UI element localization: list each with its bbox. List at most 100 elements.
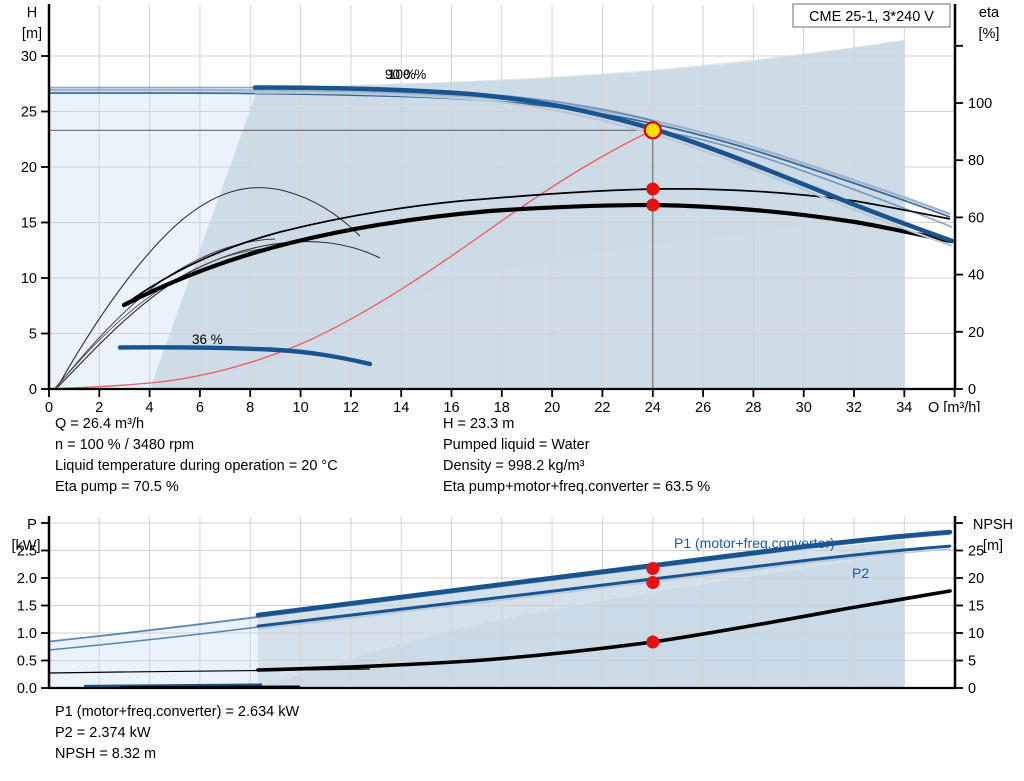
- eta-min-speed-curve-aux2: [54, 248, 263, 389]
- y-axis-left-name-bottom: P: [27, 517, 37, 533]
- y-axis-left-name-top: H: [27, 5, 37, 21]
- curve-label-90pct: 90 %: [385, 67, 416, 82]
- power-band-mid-curve: [258, 554, 904, 688]
- svg-text:8: 8: [246, 400, 254, 412]
- head-chart-svg: 0 5 10 15 20 25 30 0 20 40: [21, 3, 1000, 412]
- power-npsh-chart: 0.0 0.5 1.0 1.5 2.0 2.5 0 5 10 15: [0, 512, 1024, 702]
- horizontal-gridlines-top: [49, 55, 955, 334]
- svg-text:32: 32: [846, 400, 862, 412]
- system-curve: [49, 129, 654, 389]
- curve-label-36pct: 36 %: [192, 332, 223, 347]
- marker-npsh-duty: [646, 635, 660, 649]
- y-ticklabels-right-top: 0 20 40 60 80 100: [968, 96, 992, 398]
- info-density: Density = 998.2 kg/m³: [443, 458, 585, 474]
- svg-text:18: 18: [494, 400, 510, 412]
- y-ticklabels-left-top: 0 5 10 15 20 25 30: [21, 49, 37, 398]
- model-title-label: CME 25-1, 3*240 V: [809, 9, 934, 25]
- p2-curve-highlight: [257, 548, 951, 630]
- svg-text:0: 0: [968, 681, 976, 697]
- y-axis-left-unit-bottom: [kW]: [12, 538, 41, 554]
- operating-data-top: Q = 26.4 m³/h n = 100 % / 3480 rpm Liqui…: [0, 414, 1024, 506]
- svg-text:4: 4: [146, 400, 154, 412]
- curve-label-100pct: 100 %: [388, 67, 426, 82]
- svg-text:12: 12: [343, 400, 359, 412]
- y-axis-right-name-bottom: NPSH: [973, 517, 1013, 533]
- svg-text:5: 5: [29, 327, 37, 343]
- npsh-min-speed-curve: [83, 683, 263, 689]
- info-pumped-liquid: Pumped liquid = Water: [443, 437, 590, 453]
- svg-text:26: 26: [695, 400, 711, 412]
- info-eta-overall: Eta pump+motor+freq.converter = 63.5 %: [443, 479, 711, 495]
- head-curve-90-shadow: [49, 88, 951, 216]
- svg-text:15: 15: [968, 599, 984, 615]
- svg-text:30: 30: [21, 49, 37, 65]
- eta-min-speed-curve-pump: [57, 187, 361, 387]
- svg-text:20: 20: [968, 325, 984, 341]
- svg-text:0: 0: [968, 382, 976, 398]
- power-chart-svg: 0.0 0.5 1.0 1.5 2.0 2.5 0 5 10 15: [12, 516, 1013, 698]
- info-eta-pump: Eta pump = 70.5 %: [55, 479, 179, 495]
- svg-text:2: 2: [95, 400, 103, 412]
- svg-text:0.0: 0.0: [17, 681, 37, 697]
- svg-text:16: 16: [443, 400, 459, 412]
- svg-text:14: 14: [393, 400, 409, 412]
- p1-curve: [255, 529, 953, 618]
- svg-text:6: 6: [196, 400, 204, 412]
- info-liquid-temperature: Liquid temperature during operation = 20…: [55, 458, 338, 474]
- head-efficiency-chart: 0 5 10 15 20 25 30 0 20 40: [21, 3, 1000, 412]
- svg-text:100: 100: [968, 96, 992, 112]
- svg-text:0: 0: [29, 382, 37, 398]
- svg-text:5: 5: [968, 654, 976, 670]
- svg-text:10: 10: [968, 626, 984, 642]
- svg-text:1.5: 1.5: [17, 599, 37, 615]
- svg-text:10: 10: [293, 400, 309, 412]
- y-ticks-left-bottom: [41, 522, 49, 689]
- duty-point-marker[interactable]: [643, 121, 662, 140]
- horizontal-gridlines-bottom: [49, 522, 955, 661]
- head-curve-36: [117, 345, 373, 367]
- operating-data-top-left: Q = 26.4 m³/h n = 100 % / 3480 rpm Liqui…: [55, 414, 338, 498]
- marker-p2-duty: [646, 576, 660, 589]
- y-ticklabels-right-bottom: 0 5 10 15 20 25: [968, 544, 984, 698]
- svg-text:60: 60: [968, 210, 984, 226]
- y-axis-right-unit-top: [%]: [979, 26, 1000, 42]
- series-label-p1: P1 (motor+freq.converter): [674, 535, 835, 551]
- info-speed: n = 100 % / 3480 rpm: [55, 437, 195, 453]
- info-p1: P1 (motor+freq.converter) = 2.634 kW: [55, 704, 300, 720]
- x-axis-label-top: Q [m³/h]: [928, 400, 980, 412]
- y-axis-right-name-top: eta: [979, 5, 1000, 21]
- marker-eta-overall: [646, 198, 660, 212]
- svg-text:20: 20: [968, 571, 984, 587]
- marker-p1-duty: [646, 562, 660, 575]
- y-ticks-left-top: [41, 55, 49, 390]
- svg-text:22: 22: [594, 400, 610, 412]
- info-npsh: NPSH = 8.32 m: [55, 746, 157, 762]
- marker-eta-pump: [646, 182, 660, 196]
- svg-text:25: 25: [21, 105, 37, 121]
- svg-text:25: 25: [968, 544, 984, 560]
- p2-curve: [256, 544, 952, 628]
- svg-text:2.5: 2.5: [17, 544, 37, 560]
- p-min-speed-curve: [49, 668, 371, 674]
- info-p2: P2 = 2.374 kW: [55, 725, 151, 741]
- operating-data-bottom-left: P1 (motor+freq.converter) = 2.634 kW P2 …: [55, 702, 299, 765]
- model-title-box: [792, 3, 951, 28]
- svg-text:0: 0: [45, 400, 53, 412]
- eta-min-speed-curve-overall: [57, 241, 381, 388]
- svg-text:28: 28: [745, 400, 761, 412]
- vertical-gridlines-bottom: [98, 517, 905, 688]
- y-ticklabels-left-bottom: 0.0 0.5 1.0 1.5 2.0 2.5: [17, 544, 37, 698]
- info-h: H = 23.3 m: [443, 416, 515, 432]
- svg-text:15: 15: [21, 216, 37, 232]
- svg-text:24: 24: [645, 400, 661, 412]
- eta-overall-curve: [121, 202, 953, 308]
- svg-text:1.0: 1.0: [17, 626, 37, 642]
- svg-text:30: 30: [796, 400, 812, 412]
- svg-text:2.0: 2.0: [17, 571, 37, 587]
- series-label-p2: P2: [852, 565, 869, 581]
- y-axis-right-unit-bottom: [m]: [983, 538, 1003, 554]
- vertical-gridlines-top: [98, 5, 905, 389]
- operating-data-bottom: P1 (motor+freq.converter) = 2.634 kW P2 …: [0, 702, 1024, 778]
- svg-text:20: 20: [544, 400, 560, 412]
